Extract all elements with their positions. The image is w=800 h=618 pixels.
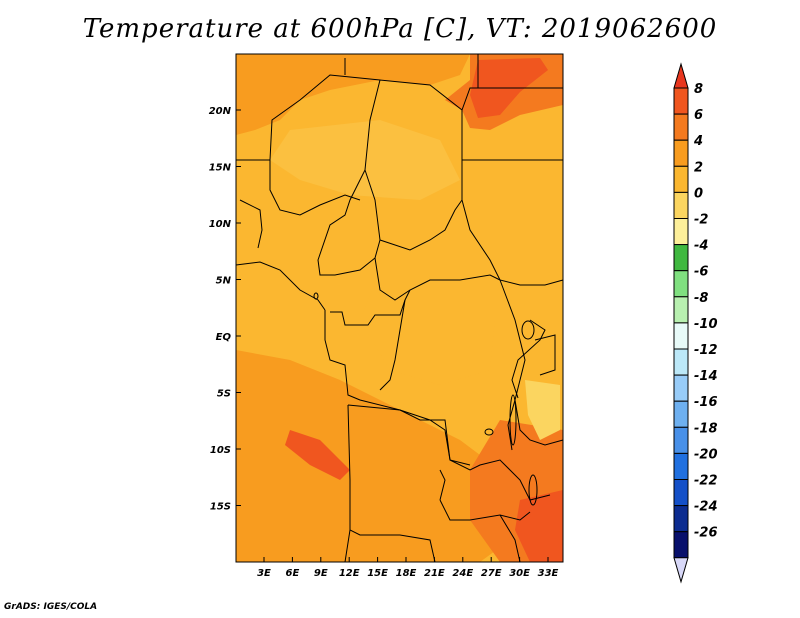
lat-tick-label: 5S <box>217 389 231 400</box>
lat-tick-label: 10S <box>210 445 231 456</box>
longitude-axis: 3E 6E 9E 12E 15E 18E 21E 24E 27E 30E 33E <box>257 557 559 579</box>
region-angola-hot <box>285 430 350 480</box>
map-frame <box>235 53 564 563</box>
colorbar-segment <box>673 374 689 402</box>
colorbar-segment <box>673 296 689 324</box>
colorbar-segment <box>673 426 689 454</box>
colorbar-label: -22 <box>694 474 718 489</box>
lon-tick-label: 24E <box>452 568 473 579</box>
colorbar-label: 8 <box>694 82 703 97</box>
region-north-mottle <box>270 120 460 200</box>
colorbar-label: -26 <box>694 526 718 541</box>
colorbar-top-arrow <box>673 62 689 89</box>
colorbar-label: -4 <box>694 239 708 254</box>
colorbar-segment <box>673 505 689 533</box>
colorbar-label: -12 <box>694 343 718 358</box>
lon-tick-label: 21E <box>424 568 445 579</box>
lat-tick-label: 15N <box>209 163 232 174</box>
lon-tick-label: 30E <box>509 568 530 579</box>
colorbar-segment <box>673 531 689 559</box>
colorbar-segment <box>673 348 689 376</box>
lat-tick-label: 20N <box>209 106 232 117</box>
colorbar-label: -14 <box>694 369 718 384</box>
region-east-cool <box>525 380 560 440</box>
colorbar-segment <box>673 87 689 115</box>
colorbar-label: 4 <box>693 134 703 149</box>
colorbar-segment <box>673 139 689 167</box>
colorbar-bottom-arrow <box>673 557 689 584</box>
colorbar-segment <box>673 191 689 219</box>
colorbar-segment <box>673 270 689 298</box>
lat-tick-label: 5N <box>216 276 232 287</box>
region-southeast-hot <box>515 490 563 562</box>
colorbar-segment <box>673 452 689 480</box>
colorbar-label: -8 <box>694 291 708 306</box>
lon-tick-label: 27E <box>481 568 502 579</box>
colorbar-segment <box>673 165 689 193</box>
lat-tick-label: EQ <box>216 332 232 343</box>
lon-tick-label: 15E <box>367 568 388 579</box>
region-southwest-warm <box>236 350 520 562</box>
colorbar-label: -20 <box>694 447 718 462</box>
lat-tick-label: 15S <box>210 502 231 513</box>
lon-tick-label: 18E <box>396 568 417 579</box>
colorbar-segment <box>673 244 689 272</box>
colorbar-segment <box>673 322 689 350</box>
colorbar-label: 0 <box>694 186 703 201</box>
colorbar-label: -16 <box>694 395 718 410</box>
colorbar-label: -24 <box>694 500 718 515</box>
lon-tick-label: 12E <box>339 568 360 579</box>
lon-tick-label: 33E <box>538 568 559 579</box>
colorbar-label: 6 <box>694 108 703 123</box>
colorbar-label: -6 <box>694 265 708 280</box>
lon-tick-label: 3E <box>257 568 271 579</box>
colorbar-label: 2 <box>694 160 703 175</box>
country-borders <box>235 54 564 563</box>
lakes <box>313 292 538 506</box>
lon-tick-label: 9E <box>314 568 328 579</box>
colorbar-segment <box>673 218 689 246</box>
colorbar-segment <box>673 400 689 428</box>
credit-label: GrADS: IGES/COLA <box>4 602 98 612</box>
colorbar-label: -18 <box>694 421 718 436</box>
region-sahara-warm <box>236 54 470 135</box>
lat-tick-label: 10N <box>209 219 232 230</box>
map-plot <box>235 53 564 563</box>
lon-tick-label: 6E <box>286 568 300 579</box>
colorbar-segment <box>673 113 689 141</box>
latitude-axis: 20N 15N 10N 5N EQ 5S 10S 15S <box>209 106 241 513</box>
colorbar-label: -2 <box>694 213 708 228</box>
colorbar-label: -10 <box>694 317 718 332</box>
colorbar: 8 6 4 2 0 -2 -4 -6 -8 -10 -12 -14 -16 -18 -20 -22 -24 -26 <box>673 62 718 584</box>
colorbar-segment <box>673 479 689 507</box>
page-title: Temperature at 600hPa [C], VT: 201906260… <box>82 14 718 44</box>
